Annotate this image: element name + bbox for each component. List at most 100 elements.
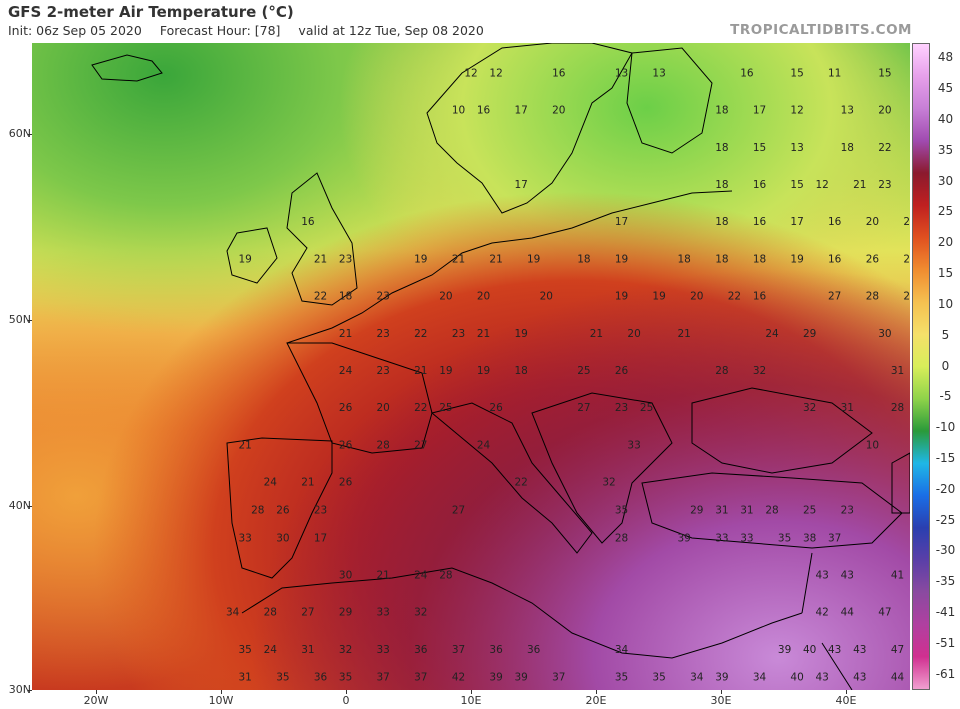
temperature-value: 18 [577,253,590,265]
red-sea-outline [821,642,853,690]
temperature-colorbar [912,43,930,690]
temperature-value: 16 [477,105,491,117]
temperature-value: 27 [301,607,314,619]
temperature-value: 18 [339,291,352,303]
temperature-value: 21 [301,477,314,489]
temperature-value: 26 [615,365,629,377]
temperature-value: 31 [841,402,854,414]
temperature-value: 32 [803,402,816,414]
forecast-hour: Forecast Hour: [78] [159,23,281,38]
temperature-value: 16 [740,68,754,80]
temperature-value: 28 [866,291,879,303]
temperature-value: 19 [615,253,628,265]
lat-label-60n: 60N [8,127,31,140]
temperature-value: 21 [239,439,252,451]
temperature-value: 22 [414,402,427,414]
temperature-value: 31 [740,504,753,516]
temperature-value: 44 [891,672,905,684]
colorbar-label: 35 [937,142,954,157]
temperature-value: 19 [477,365,490,377]
temperature-value: 31 [715,504,728,516]
temperature-value: 28 [264,607,277,619]
temperature-value: 21 [477,328,490,340]
temperature-map[interactable]: 8141210161716131212161313161511151016172… [32,43,910,690]
temperature-value: 21 [853,179,866,191]
lon-label-20w: 20W [83,694,109,707]
temperature-value: 34 [753,672,767,684]
temperature-value: 16 [753,291,767,303]
temperature-value: 32 [339,644,352,656]
ireland-outline [226,227,278,284]
temperature-value: 21 [377,569,390,581]
italy-outline [430,402,593,554]
temperature-value: 22 [314,291,327,303]
temperature-value: 26 [903,253,910,265]
temperature-value: 18 [715,105,728,117]
temperature-value: 43 [853,644,866,656]
temperature-value: 17 [790,216,803,228]
temperature-value: 28 [439,569,452,581]
temperature-value: 30 [276,532,289,544]
temperature-value: 20 [439,291,452,303]
temperature-value: 29 [339,607,352,619]
temperature-value: 18 [715,179,728,191]
temperature-value: 31 [239,672,252,684]
temperature-value: 39 [489,672,502,684]
colorbar-label: -51 [935,635,956,650]
sahara-heat-zone [32,43,910,690]
temperature-labels: 8141210161716131212161313161511151016172… [226,68,910,684]
temperature-value: 21 [414,365,427,377]
temperature-value: 39 [678,532,691,544]
temperature-value: 43 [828,644,841,656]
lon-tick [471,690,472,694]
colorbar-label: -25 [935,512,956,527]
temperature-value: 16 [301,216,315,228]
temperature-value: 22 [878,142,891,154]
temperature-value: 33 [239,532,252,544]
temperature-value: 30 [339,569,352,581]
temperature-value: 21 [339,328,352,340]
temperature-value: 23 [339,253,352,265]
temperature-value: 33 [715,532,728,544]
temperature-value: 10 [452,105,465,117]
temperature-value: 26 [339,402,353,414]
temperature-value: 19 [652,291,665,303]
temperature-value: 43 [816,569,829,581]
balkans-outline [531,392,673,544]
lat-tick [28,506,32,507]
temperature-value: 16 [753,179,767,191]
temperature-value: 28 [765,504,778,516]
temperature-value: 32 [602,477,615,489]
init-time: Init: 06z Sep 05 2020 [8,23,142,38]
temperature-value: 15 [790,179,803,191]
temperature-value: 34 [226,607,240,619]
temperature-value: 20 [377,402,390,414]
temperature-value: 13 [841,105,854,117]
temperature-value: 17 [615,216,628,228]
temperature-value: 19 [439,365,452,377]
temperature-value: 12 [816,179,829,191]
temperature-value: 42 [452,672,465,684]
temperature-value: 26 [866,253,880,265]
temperature-value: 27 [828,291,841,303]
temperature-value: 26 [339,439,353,451]
temperature-value: 28 [615,532,628,544]
temperature-value: 19 [239,253,252,265]
colorbar-label: -15 [935,450,956,465]
temperature-value: 43 [853,672,866,684]
temperature-value: 32 [753,365,766,377]
brand-watermark: TROPICALTIDBITS.COM [730,22,912,38]
temperature-value: 36 [314,672,328,684]
colorbar-label: -5 [939,389,952,404]
temperature-value: 33 [627,439,640,451]
temperature-value: 44 [841,607,855,619]
temperature-value: 15 [790,68,803,80]
temperature-value: 20 [627,328,640,340]
temperature-value: 39 [715,672,728,684]
temperature-value: 28 [251,504,264,516]
caspian-outline [891,452,910,514]
temperature-value: 17 [515,179,528,191]
temperature-value: 34 [615,644,629,656]
temperature-value: 37 [828,532,841,544]
temperature-value: 35 [615,672,628,684]
